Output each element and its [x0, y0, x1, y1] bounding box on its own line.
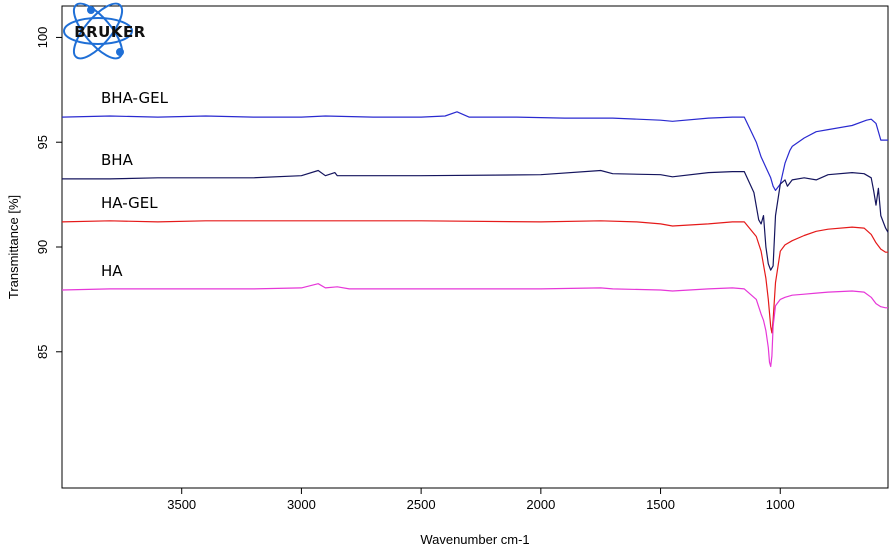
- series-line: [61, 111, 888, 191]
- y-tick-label: 95: [35, 135, 50, 149]
- series-label: HA-GEL: [101, 194, 158, 212]
- x-axis-title: Wavenumber cm-1: [420, 532, 529, 547]
- x-tick-label: 1000: [766, 497, 795, 512]
- x-tick-label: 1500: [646, 497, 675, 512]
- x-tick-label: 3500: [167, 497, 196, 512]
- y-tick-label: 100: [35, 27, 50, 49]
- series-label: BHA: [101, 151, 134, 169]
- series-layer: BHA-GEL BHA HA-GEL HA: [61, 89, 889, 368]
- plot-frame: [61, 5, 889, 489]
- series-line: [62, 169, 889, 271]
- logo-text: BRUKER: [74, 23, 146, 41]
- bruker-logo: BRUKER: [63, 2, 146, 60]
- y-tick-label: 85: [35, 345, 50, 359]
- axis-layer: 3500 3000 2500 2000 1500 1000 85 90 95 100: [35, 27, 795, 512]
- series-line: [61, 220, 888, 334]
- atom-icon: [63, 2, 133, 60]
- x-tick-label: 2500: [407, 497, 436, 512]
- y-axis-title: Transmittance [%]: [6, 195, 21, 299]
- x-tick-label: 2000: [526, 497, 555, 512]
- series-label: HA: [101, 262, 123, 280]
- x-tick-label: 3000: [287, 497, 316, 512]
- series-label: BHA-GEL: [101, 89, 169, 107]
- series-line: [61, 283, 888, 368]
- y-tick-label: 90: [35, 240, 50, 254]
